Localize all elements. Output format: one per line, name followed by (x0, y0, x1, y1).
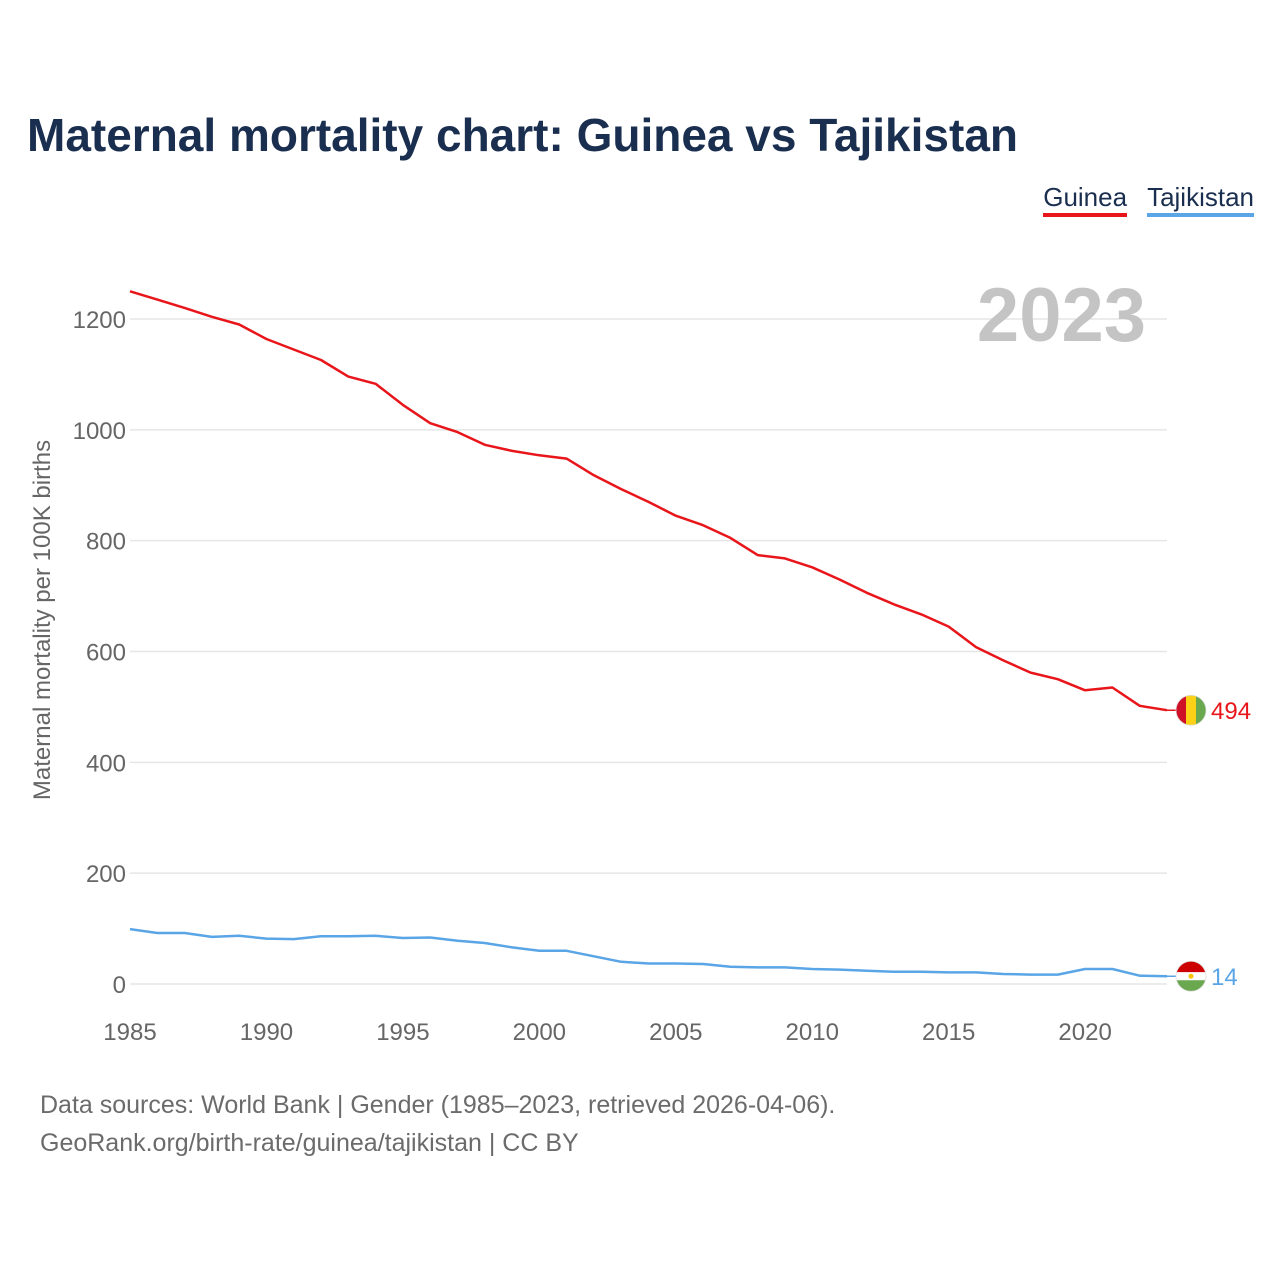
x-tick-labels: 1985 1990 1995 2000 2005 2010 2015 2020 (103, 1019, 1112, 1046)
x-tick-label-2015: 2015 (922, 1019, 975, 1046)
series-line-tajikistan (129, 927, 1168, 978)
x-tick-label-2010: 2010 (786, 1019, 839, 1046)
y-tick-label-1200: 1200 (73, 307, 126, 334)
end-value-label-guinea: 494 (1211, 698, 1251, 725)
x-tick-label-2005: 2005 (649, 1019, 702, 1046)
y-axis-label: Maternal mortality per 100K births (29, 440, 56, 800)
x-tick-label-2020: 2020 (1058, 1019, 1111, 1046)
x-tick-label-1985: 1985 (103, 1019, 156, 1046)
y-tick-label-200: 200 (86, 861, 126, 888)
year-watermark: 2023 (977, 273, 1146, 358)
y-tick-labels: 0 200 400 600 800 1000 1200 (73, 307, 126, 999)
flag-icon-tajikistan (1175, 960, 1207, 992)
x-tick-label-1995: 1995 (376, 1019, 429, 1046)
legend-item-guinea[interactable]: Guinea (1043, 183, 1128, 217)
chart-title: Maternal mortality chart: Guinea vs Taji… (27, 109, 1018, 161)
end-value-label-tajikistan: 14 (1211, 964, 1238, 991)
x-tick-label-2000: 2000 (513, 1019, 566, 1046)
series-line-guinea (129, 290, 1168, 712)
y-tick-label-1000: 1000 (73, 418, 126, 445)
x-tick-label-1990: 1990 (240, 1019, 293, 1046)
y-tick-label-400: 400 (86, 750, 126, 777)
legend: Guinea Tajikistan (1043, 183, 1254, 217)
legend-item-tajikistan[interactable]: Tajikistan (1147, 183, 1254, 217)
data-source-note: Data sources: World Bank | Gender (1985–… (40, 1091, 836, 1119)
source-url[interactable]: GeoRank.org/birth-rate/guinea/tajikistan… (40, 1129, 579, 1157)
y-tick-label-800: 800 (86, 529, 126, 556)
y-tick-label-600: 600 (86, 640, 126, 667)
grid-lines (130, 318, 1167, 985)
footer: Data sources: World Bank | Gender (1985–… (40, 1086, 835, 1162)
y-tick-label-0: 0 (113, 972, 126, 999)
flag-icon-guinea (1175, 694, 1207, 726)
